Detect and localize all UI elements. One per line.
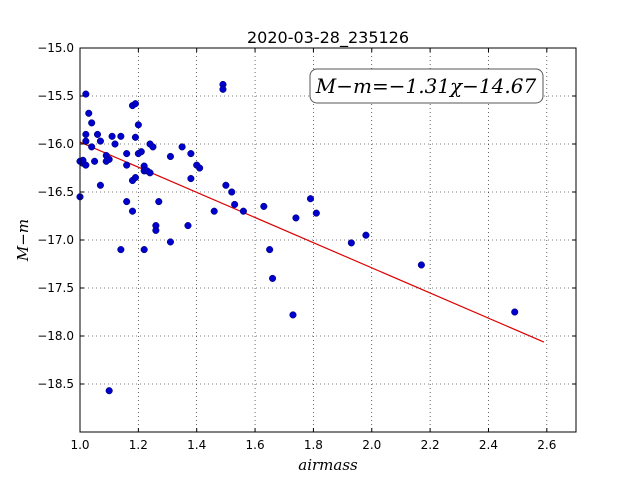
y-tick-label: −15.0 bbox=[37, 41, 74, 55]
data-point bbox=[91, 157, 99, 165]
data-point bbox=[96, 181, 104, 189]
x-tick-label: 1.4 bbox=[187, 438, 206, 452]
data-point bbox=[117, 246, 125, 254]
data-point bbox=[108, 132, 116, 140]
data-point bbox=[123, 150, 131, 158]
data-point bbox=[417, 261, 425, 269]
y-tick-label: −16.5 bbox=[37, 185, 74, 199]
data-point bbox=[88, 119, 96, 127]
data-point bbox=[149, 143, 157, 151]
tick-labels: 1.0 1.2 1.4 1.6 1.8 2.0 2.2 2.4 2.6 −15.0 −15.5 −16… bbox=[37, 41, 556, 452]
y-axis-label: M−m bbox=[14, 219, 32, 262]
data-point bbox=[239, 207, 247, 215]
y-tick-label: −15.5 bbox=[37, 89, 74, 103]
data-point bbox=[96, 137, 104, 145]
data-point bbox=[123, 198, 131, 206]
x-tick-label: 2.0 bbox=[362, 438, 381, 452]
data-point bbox=[210, 207, 218, 215]
x-tick-label: 2.2 bbox=[421, 438, 440, 452]
annotation-text: M−m=−1.31χ−14.67 bbox=[315, 74, 537, 98]
y-tick-label: −17.0 bbox=[37, 233, 74, 247]
x-tick-label: 1.8 bbox=[304, 438, 323, 452]
data-point bbox=[82, 130, 90, 138]
data-point bbox=[178, 143, 186, 151]
fit-equation-annotation: M−m=−1.31χ−14.67 bbox=[309, 68, 544, 104]
data-point bbox=[88, 143, 96, 151]
x-tick-label: 2.4 bbox=[479, 438, 498, 452]
data-point bbox=[128, 207, 137, 215]
data-point bbox=[166, 238, 174, 246]
data-point bbox=[131, 133, 139, 141]
x-tick-label: 1.2 bbox=[129, 438, 148, 452]
x-tick-label: 1.6 bbox=[246, 438, 265, 452]
data-point bbox=[131, 100, 139, 108]
y-tick-label: −16.0 bbox=[37, 137, 74, 151]
y-tick-label: −18.0 bbox=[37, 329, 74, 343]
data-point bbox=[269, 274, 277, 282]
data-point bbox=[117, 132, 125, 140]
fit-line bbox=[79, 141, 545, 343]
x-tick-label: 2.6 bbox=[537, 438, 556, 452]
data-point bbox=[105, 155, 113, 163]
data-point bbox=[187, 150, 195, 158]
grid bbox=[79, 47, 576, 432]
data-point bbox=[152, 226, 160, 234]
annotation-box bbox=[309, 68, 544, 104]
data-point bbox=[82, 161, 90, 169]
x-axis-label: airmass bbox=[298, 456, 358, 474]
data-point bbox=[231, 200, 239, 209]
data-point bbox=[155, 198, 163, 206]
data-point bbox=[146, 169, 154, 177]
data-point bbox=[196, 164, 204, 172]
data-point bbox=[266, 246, 274, 254]
data-point bbox=[184, 222, 192, 230]
data-point bbox=[187, 175, 195, 183]
data-point bbox=[82, 137, 90, 145]
chart-title: 2020-03-28_235126 bbox=[247, 28, 409, 48]
data-point bbox=[123, 161, 131, 169]
data-point bbox=[134, 121, 142, 129]
data-point bbox=[312, 209, 320, 217]
data-point bbox=[140, 246, 148, 254]
data-point bbox=[362, 231, 370, 239]
data-point bbox=[260, 202, 268, 210]
data-point bbox=[111, 140, 119, 148]
data-point bbox=[166, 152, 174, 161]
data-point bbox=[347, 239, 355, 247]
data-point bbox=[511, 308, 519, 316]
data-point bbox=[292, 214, 300, 222]
data-point bbox=[289, 311, 297, 319]
data-point bbox=[82, 90, 90, 98]
data-point bbox=[222, 181, 230, 189]
data-point bbox=[228, 188, 236, 196]
y-tick-label: −17.5 bbox=[37, 281, 74, 295]
data-point bbox=[219, 85, 227, 93]
data-point bbox=[137, 148, 145, 156]
data-point bbox=[131, 174, 139, 182]
data-point bbox=[306, 195, 315, 203]
data-point bbox=[85, 109, 93, 117]
x-tick-label: 1.0 bbox=[70, 438, 89, 452]
data-points bbox=[76, 80, 519, 395]
y-tick-label: −18.5 bbox=[37, 377, 74, 391]
axis-ticks bbox=[79, 47, 576, 432]
fit-line-group bbox=[79, 141, 545, 343]
data-point bbox=[105, 387, 113, 395]
data-point bbox=[93, 130, 102, 138]
